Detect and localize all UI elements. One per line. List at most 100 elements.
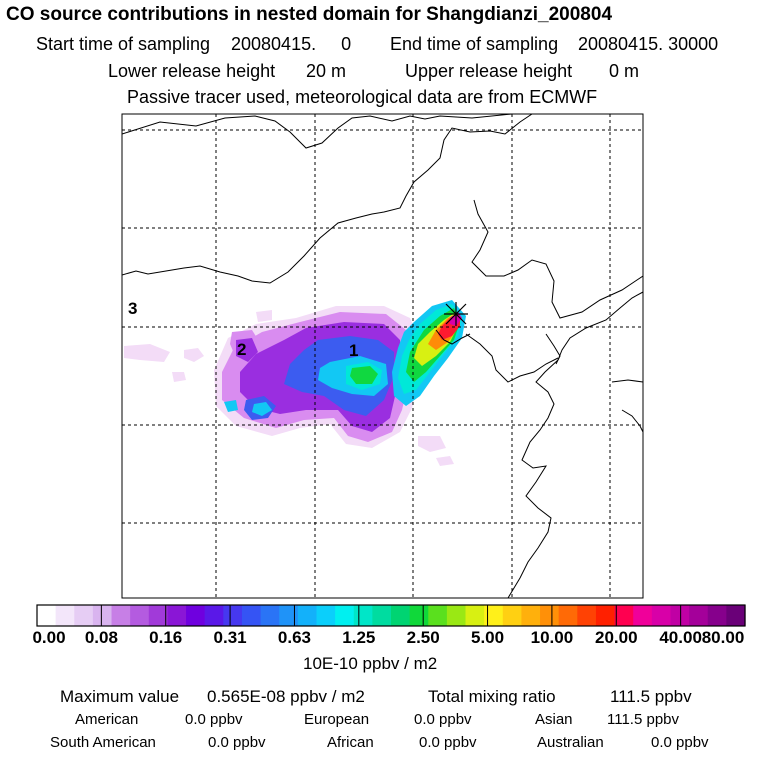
source-african-label: African [327,734,374,751]
colorbar-swatch [241,605,262,626]
total-mixing-value: 111.5 ppbv [610,687,692,706]
source-european-label: European [304,711,370,728]
colorbar-tick-label: 1.25 [342,628,376,647]
colorbar-swatch [279,605,299,626]
colorbar-swatch [223,605,243,626]
end-time-label: End time of sampling [390,34,559,54]
source-south-american-value: 0.0 ppbv [208,734,266,751]
upper-release-label: Upper release height [405,61,573,81]
colorbar-swatch [130,605,150,626]
colorbar-tick-label: 0.63 [277,628,311,647]
colorbar-swatch [707,605,727,626]
colorbar-swatch [633,605,653,626]
plume-contour [236,338,258,362]
map-frame [121,113,644,599]
max-value: 0.565E-08 ppbv / m2 [207,687,365,706]
colorbar-swatch [670,605,690,626]
plume-contour [124,344,170,362]
colorbar-tick-label: 80.00 [701,628,745,647]
source-american-label: American [75,711,139,728]
colorbar-swatch [335,605,355,626]
source-asian-label: Asian [535,711,573,728]
colorbar-swatch [428,605,448,626]
plume-contour [350,366,378,384]
receptor-marker [444,302,468,326]
colorbar-tick-label: 0.00 [32,628,66,647]
colorbar-swatch [55,605,75,626]
max-value-label: Maximum value [60,687,180,706]
plume-contour [252,402,272,416]
upper-release-value: 0 m [609,61,640,81]
source-australian-label: Australian [537,734,604,751]
colorbar-swatch [297,605,318,626]
region-label-3: 3 [128,299,137,318]
plume-layer [124,300,466,466]
colorbar-swatch [204,605,224,626]
colorbar-swatch [260,605,280,626]
coastlines [122,114,643,598]
start-time-value: 20080415. 0 [231,34,352,54]
colorbar-swatch [372,605,392,626]
colorbar-tick-label: 10.00 [530,628,574,647]
colorbar-swatch [484,605,504,626]
colorbar-frame [36,604,746,627]
colorbar-tick-label: 40.00 [659,628,702,647]
plume-contour [256,310,272,322]
colorbar-swatch [92,605,113,626]
source-european-value: 0.0 ppbv [414,711,472,728]
region-label-2: 2 [237,340,246,359]
colorbar-swatch [540,605,560,626]
colorbar-swatch [521,605,541,626]
plume-contour [224,400,238,412]
source-south-american-label: South American [50,734,156,751]
colorbar-swatch [316,605,336,626]
source-american-value: 0.0 ppbv [185,711,243,728]
colorbar-tick-label: 0.16 [149,628,183,647]
tracer-note: Passive tracer used, meteorological data… [127,87,598,107]
colorbar-swatch [167,605,187,626]
colorbar-swatch [689,605,709,626]
start-time-label: Start time of sampling [36,34,211,54]
lower-release-value: 20 m [306,61,347,81]
colorbar-dividers [100,605,682,626]
colorbar-swatch [577,605,597,626]
plume-contour [294,362,306,378]
colorbar-tick-label: 20.00 [594,628,638,647]
colorbar [37,605,746,626]
colorbar-swatch [148,605,169,626]
colorbar-swatch [391,605,411,626]
colorbar-swatch [595,605,616,626]
colorbar-swatch [446,605,467,626]
colorbar-tick-label: 2.50 [406,628,440,647]
colorbar-swatch [502,605,523,626]
colorbar-tick-label: 5.00 [470,628,505,647]
colorbar-swatch [465,605,485,626]
colorbar-tick-label: 0.31 [213,628,247,647]
chart-title: CO source contributions in nested domain… [6,4,613,25]
colorbar-swatch [558,605,578,626]
source-australian-value: 0.0 ppbv [651,734,709,751]
colorbar-swatch [353,605,373,626]
total-mixing-label: Total mixing ratio [428,687,556,706]
colorbar-swatch [111,605,131,626]
source-african-value: 0.0 ppbv [419,734,477,751]
grid-lines [122,114,643,598]
plume-contour [436,456,454,466]
source-asian-value: 111.5 ppbv [607,711,680,728]
colorbar-swatch [409,605,429,626]
colorbar-tick-label: 0.08 [84,628,118,647]
lower-release-label: Lower release height [108,61,276,81]
end-time-value: 20080415. 30000 [578,34,719,54]
colorbar-swatch [651,605,672,626]
colorbar-swatch [726,605,746,626]
region-label-1: 1 [349,341,358,360]
colorbar-swatch [74,605,94,626]
plume-contour [418,436,446,452]
plume-contour [172,372,186,382]
colorbar-units: 10E-10 ppbv / m2 [303,654,438,673]
colorbar-swatch [37,605,57,626]
plume-contour [184,348,204,362]
colorbar-swatch [614,605,634,626]
colorbar-swatch [186,605,206,626]
